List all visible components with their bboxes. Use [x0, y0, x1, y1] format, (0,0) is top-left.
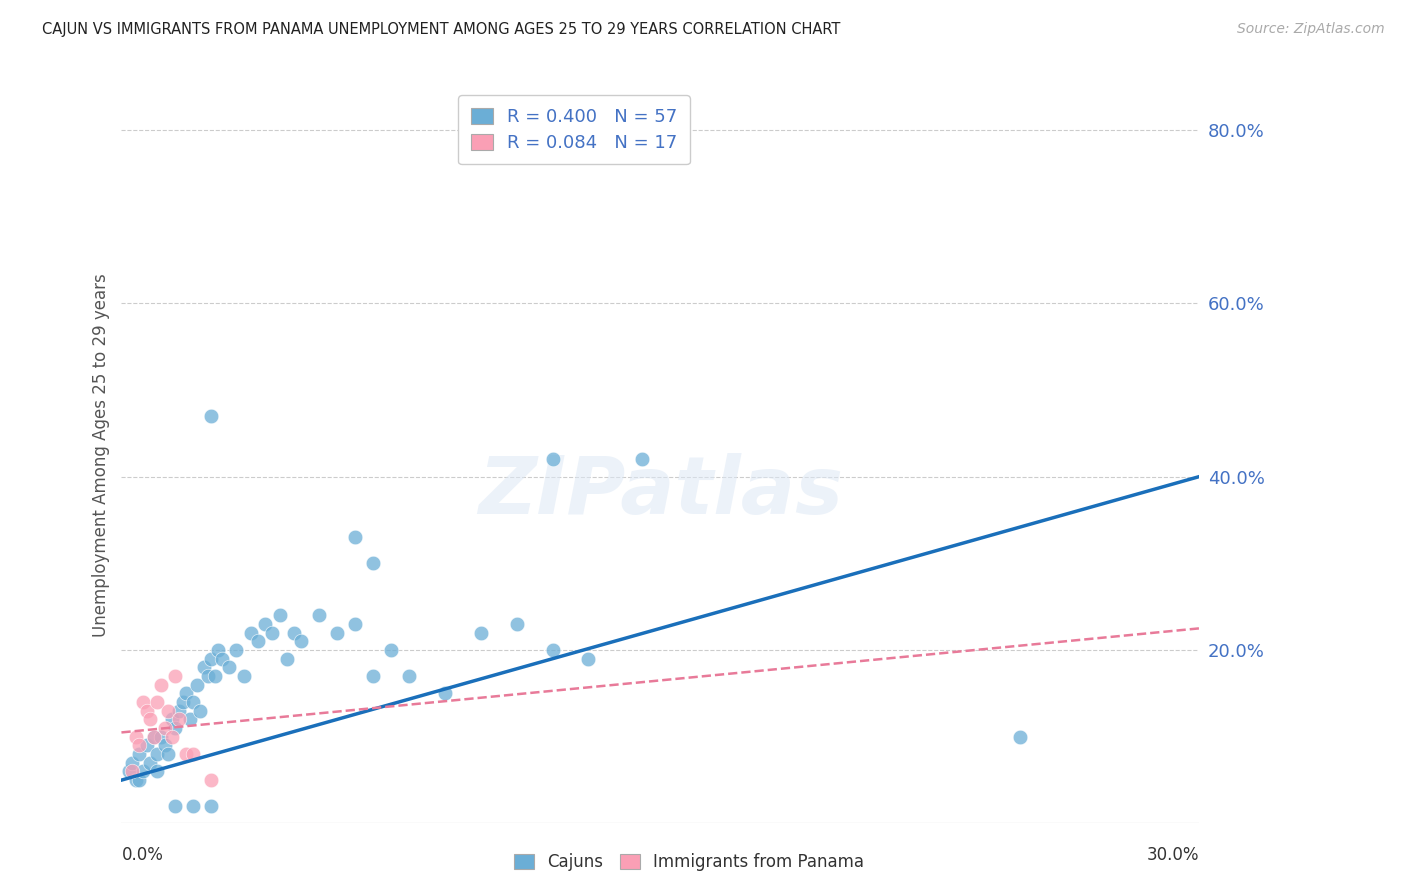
Y-axis label: Unemployment Among Ages 25 to 29 years: Unemployment Among Ages 25 to 29 years — [93, 273, 110, 637]
Point — [218, 660, 240, 674]
Point — [128, 747, 150, 761]
Point — [142, 730, 165, 744]
Point — [200, 651, 222, 665]
Point — [125, 773, 148, 788]
Point — [343, 530, 366, 544]
Point — [283, 625, 305, 640]
Point — [200, 773, 222, 788]
Point — [211, 651, 233, 665]
Point — [361, 557, 384, 571]
Point — [149, 678, 172, 692]
Point — [157, 704, 180, 718]
Text: Source: ZipAtlas.com: Source: ZipAtlas.com — [1237, 22, 1385, 37]
Point — [541, 452, 564, 467]
Point — [146, 747, 169, 761]
Point — [135, 739, 157, 753]
Point — [179, 713, 201, 727]
Point — [132, 695, 155, 709]
Point — [174, 747, 197, 761]
Point — [470, 625, 492, 640]
Point — [128, 739, 150, 753]
Point — [343, 617, 366, 632]
Point — [190, 704, 212, 718]
Point — [153, 721, 176, 735]
Text: 30.0%: 30.0% — [1147, 846, 1199, 863]
Point — [197, 669, 219, 683]
Text: ZIPatlas: ZIPatlas — [478, 453, 842, 531]
Point — [246, 634, 269, 648]
Point — [149, 730, 172, 744]
Point — [225, 643, 247, 657]
Legend: Cajuns, Immigrants from Panama: Cajuns, Immigrants from Panama — [505, 845, 873, 880]
Text: CAJUN VS IMMIGRANTS FROM PANAMA UNEMPLOYMENT AMONG AGES 25 TO 29 YEARS CORRELATI: CAJUN VS IMMIGRANTS FROM PANAMA UNEMPLOY… — [42, 22, 841, 37]
Point — [132, 764, 155, 779]
Point — [193, 660, 215, 674]
Point — [167, 704, 190, 718]
Point — [174, 686, 197, 700]
Text: 0.0%: 0.0% — [121, 846, 163, 863]
Legend: R = 0.400   N = 57, R = 0.084   N = 17: R = 0.400 N = 57, R = 0.084 N = 17 — [458, 95, 690, 164]
Point — [146, 764, 169, 779]
Point — [326, 625, 349, 640]
Point — [361, 669, 384, 683]
Point — [186, 678, 208, 692]
Point — [200, 409, 222, 423]
Point — [398, 669, 420, 683]
Point — [578, 651, 600, 665]
Point — [269, 608, 291, 623]
Point — [153, 739, 176, 753]
Point — [181, 695, 204, 709]
Point — [167, 713, 190, 727]
Point — [254, 617, 277, 632]
Point — [1008, 730, 1031, 744]
Point — [380, 643, 402, 657]
Point — [207, 643, 229, 657]
Point — [276, 651, 298, 665]
Point — [139, 756, 162, 770]
Point — [165, 669, 187, 683]
Point — [200, 799, 222, 814]
Point — [139, 713, 162, 727]
Point — [160, 730, 183, 744]
Point — [165, 799, 187, 814]
Point — [128, 773, 150, 788]
Point — [262, 625, 284, 640]
Point — [121, 764, 143, 779]
Point — [433, 686, 456, 700]
Point — [165, 721, 187, 735]
Point — [125, 730, 148, 744]
Point — [135, 704, 157, 718]
Point — [181, 799, 204, 814]
Point — [117, 764, 139, 779]
Point — [160, 713, 183, 727]
Point — [204, 669, 226, 683]
Point — [181, 747, 204, 761]
Point — [631, 452, 654, 467]
Point — [121, 756, 143, 770]
Point — [232, 669, 254, 683]
Point — [146, 695, 169, 709]
Point — [290, 634, 312, 648]
Point — [142, 730, 165, 744]
Point — [505, 617, 527, 632]
Point — [308, 608, 330, 623]
Point — [172, 695, 194, 709]
Point — [541, 643, 564, 657]
Point — [157, 747, 180, 761]
Point — [239, 625, 262, 640]
